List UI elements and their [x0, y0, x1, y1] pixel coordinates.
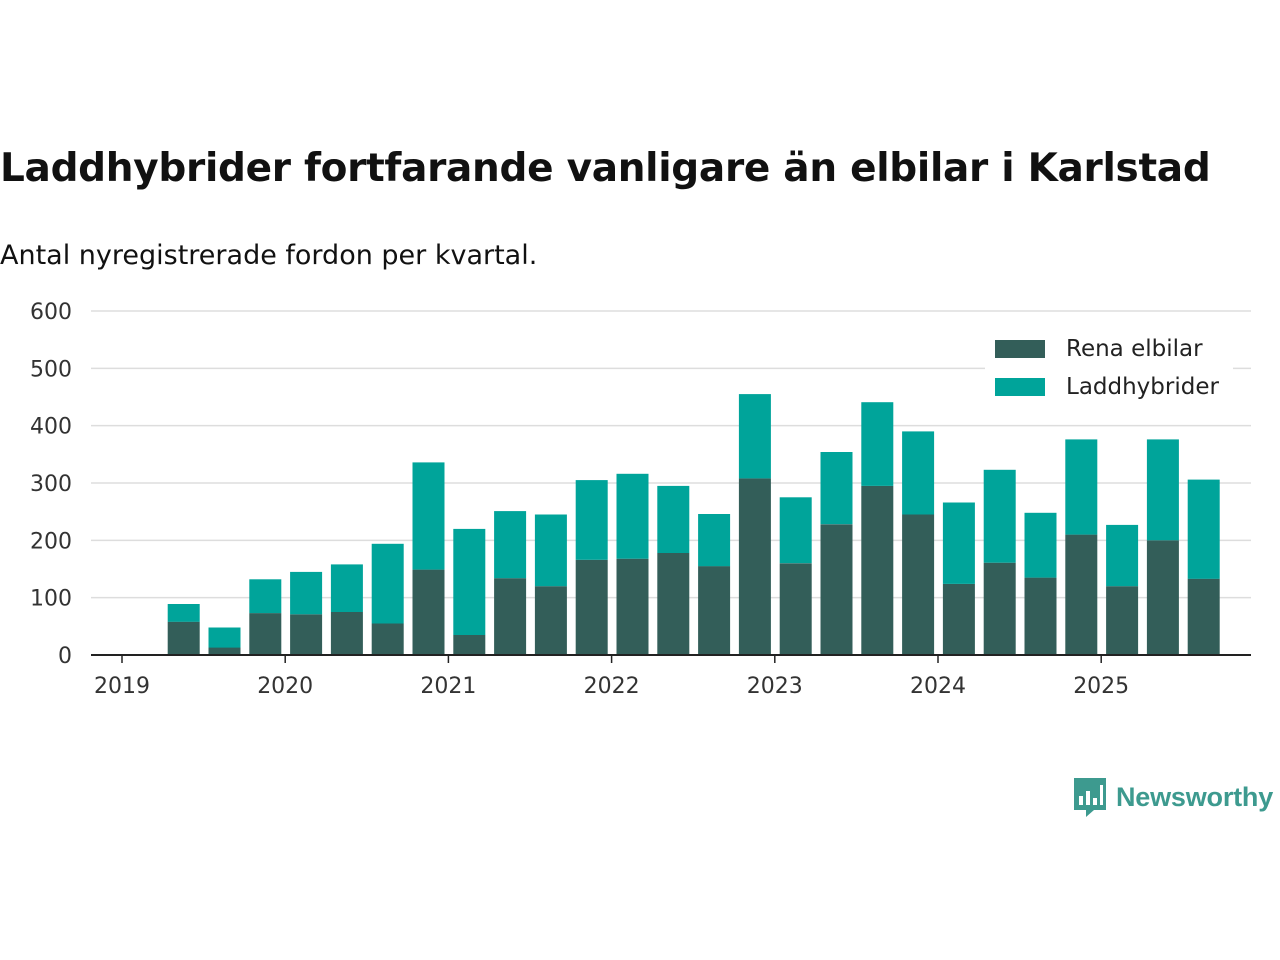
- bar-laddhybrider: [494, 511, 527, 579]
- chart-subtitle: Antal nyregistrerade fordon per kvartal.: [0, 240, 538, 271]
- bar-laddhybrider: [902, 431, 935, 515]
- bar-laddhybrider: [1146, 439, 1179, 541]
- newsworthy-logo-text: Newsworthy: [1116, 781, 1274, 812]
- newsworthy-logo: Newsworthy: [1072, 776, 1273, 818]
- bar-laddhybrider: [820, 452, 853, 525]
- bar-rena-elbilar: [290, 614, 323, 655]
- y-tick-label: 600: [30, 300, 72, 325]
- x-tick-label: 2021: [420, 674, 476, 699]
- bar-laddhybrider: [1187, 479, 1220, 579]
- bar-rena-elbilar: [698, 566, 731, 655]
- bar-rena-elbilar: [616, 558, 649, 655]
- bar-laddhybrider: [1024, 512, 1057, 578]
- bar-rena-elbilar: [779, 563, 812, 655]
- bar-rena-elbilar: [820, 524, 853, 655]
- x-tick-label: 2022: [584, 674, 640, 699]
- bar-laddhybrider: [1106, 524, 1139, 587]
- legend-label: Rena elbilar: [1066, 336, 1203, 362]
- bar-rena-elbilar: [412, 569, 445, 655]
- bar-rena-elbilar: [371, 623, 404, 655]
- chart-title: Laddhybrider fortfarande vanligare än el…: [0, 146, 1211, 191]
- bar-rena-elbilar: [1146, 540, 1179, 655]
- bar-rena-elbilar: [1024, 577, 1057, 655]
- y-tick-label: 500: [30, 357, 72, 382]
- bar-rena-elbilar: [1065, 534, 1098, 655]
- bar-rena-elbilar: [738, 478, 771, 655]
- y-axis-ticks: 0 100 200 300 400 500 600: [30, 300, 72, 669]
- bar-laddhybrider: [861, 402, 894, 486]
- bar-laddhybrider: [371, 543, 404, 624]
- y-tick-label: 400: [30, 415, 72, 440]
- newsworthy-logo-icon: [1074, 778, 1106, 817]
- bar-laddhybrider: [779, 497, 812, 564]
- bar-rena-elbilar: [208, 647, 241, 655]
- bar-laddhybrider: [534, 514, 567, 587]
- bar-rena-elbilar: [1187, 578, 1220, 655]
- bar-rena-elbilar: [494, 578, 527, 655]
- bar-rena-elbilar: [942, 583, 975, 655]
- bar-rena-elbilar: [167, 621, 200, 655]
- bar-rena-elbilar: [657, 552, 690, 655]
- bar-rena-elbilar: [575, 559, 608, 655]
- x-axis-ticks: 2019 2020 2021 2022 2023 2024 2025: [94, 655, 1129, 699]
- legend-swatch: [995, 378, 1045, 396]
- bar-rena-elbilar: [902, 514, 935, 655]
- bar-laddhybrider: [942, 502, 975, 584]
- bar-rena-elbilar: [861, 485, 894, 655]
- bar-laddhybrider: [167, 604, 200, 622]
- bar-laddhybrider: [616, 473, 649, 559]
- bar-laddhybrider: [657, 485, 690, 553]
- bar-rena-elbilar: [534, 586, 567, 655]
- bar-rena-elbilar: [983, 562, 1016, 655]
- bar-laddhybrider: [698, 514, 731, 567]
- x-tick-label: 2019: [94, 674, 150, 699]
- y-tick-label: 300: [30, 472, 72, 497]
- legend-label: Laddhybrider: [1066, 374, 1219, 400]
- legend-swatch: [995, 340, 1045, 358]
- bar-rena-elbilar: [249, 613, 282, 655]
- bar-laddhybrider: [330, 564, 363, 612]
- bar-laddhybrider: [249, 579, 282, 614]
- bar-laddhybrider: [738, 394, 771, 479]
- x-tick-label: 2020: [257, 674, 313, 699]
- x-tick-label: 2025: [1073, 674, 1129, 699]
- y-tick-label: 100: [30, 587, 72, 612]
- stacked-bar-chart: 0 100 200 300 400 500 600 2019 2020 2021 2022 2023…: [30, 300, 1251, 699]
- y-tick-label: 0: [58, 644, 72, 669]
- y-tick-label: 200: [30, 529, 72, 554]
- legend: Rena elbilar Laddhybrider: [985, 331, 1233, 407]
- x-tick-label: 2024: [910, 674, 966, 699]
- bar-rena-elbilar: [453, 634, 486, 655]
- x-tick-label: 2023: [747, 674, 803, 699]
- bar-laddhybrider: [208, 627, 241, 648]
- bars: [167, 394, 1220, 655]
- bar-laddhybrider: [1065, 439, 1098, 535]
- bar-laddhybrider: [983, 469, 1016, 563]
- bar-rena-elbilar: [330, 612, 363, 655]
- bar-laddhybrider: [290, 571, 323, 615]
- bar-laddhybrider: [453, 528, 486, 635]
- bar-laddhybrider: [412, 462, 445, 570]
- bar-rena-elbilar: [1106, 586, 1139, 655]
- bar-laddhybrider: [575, 480, 608, 560]
